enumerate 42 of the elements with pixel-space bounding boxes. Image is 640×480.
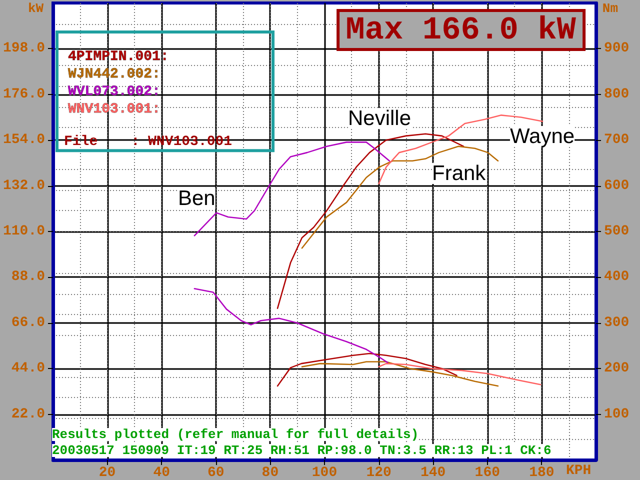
x-tick-label: 140: [420, 465, 446, 480]
y2-tick-label: 100: [604, 406, 630, 422]
y2-tick-label: 300: [604, 314, 630, 331]
line-series: [301, 146, 499, 249]
y2-tick-label: 900: [604, 40, 630, 57]
annotation: 20030517 150909 IT:19 RT:25 RH:51 RP:98.0 TN:3.5 RR:13 PL:1 CK:6: [52, 443, 552, 458]
y2-tick-label: 500: [604, 224, 630, 240]
x-tick-label: 40: [153, 465, 170, 480]
x-tick-label: 180: [529, 465, 554, 480]
y-tick-label: 88.0: [11, 269, 46, 286]
y-tick-label: 110.0: [2, 224, 46, 240]
y-tick-label: 176.0: [2, 86, 46, 102]
x-tick-label: 120: [366, 465, 392, 480]
y2-tick-label: 700: [604, 132, 630, 148]
y2-axis-title: Nm: [602, 1, 618, 16]
y-axis-title: kW: [28, 1, 44, 16]
x-tick-label: 80: [262, 465, 279, 480]
x-tick-label: 100: [312, 465, 338, 480]
line-series: [194, 288, 388, 364]
y-tick-label: 66.0: [11, 314, 46, 331]
y-tick-label: 22.0: [11, 406, 46, 422]
annotation: Ben: [178, 187, 216, 210]
y2-tick-label: 800: [604, 86, 630, 102]
y-tick-label: 132.0: [2, 178, 46, 194]
line-series: [276, 352, 458, 387]
annotation: Wayne: [510, 125, 575, 148]
y-tick-label: 154.0: [2, 132, 46, 148]
x-axis-title: KPH: [566, 463, 592, 479]
annotation: Frank: [432, 162, 486, 185]
y2-tick-label: 400: [604, 269, 630, 286]
chart-title: Max 166.0 kW: [346, 12, 577, 48]
line-series: [378, 362, 542, 386]
y-tick-label: 198.0: [2, 40, 46, 57]
annotation: Neville: [348, 107, 412, 130]
x-tick-label: 20: [98, 465, 116, 480]
annotation: Results plotted (refer manual for full details): [52, 427, 419, 442]
line-series: [301, 361, 499, 387]
y-tick-label: 44.0: [11, 360, 46, 377]
y2-tick-label: 200: [604, 360, 630, 377]
y2-tick-label: 600: [604, 178, 630, 194]
x-tick-label: 160: [474, 465, 500, 480]
x-tick-label: 60: [208, 465, 224, 480]
